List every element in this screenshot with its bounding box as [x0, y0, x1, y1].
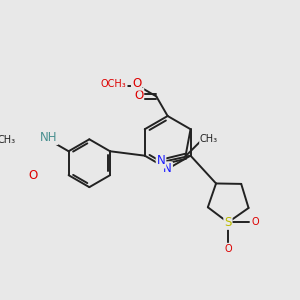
Text: O: O [134, 88, 143, 102]
Text: S: S [224, 216, 232, 229]
Text: O: O [224, 244, 232, 254]
Text: CH₃: CH₃ [200, 134, 218, 144]
Text: N: N [163, 162, 172, 176]
Text: OCH₃: OCH₃ [101, 80, 127, 89]
Text: N: N [157, 154, 165, 167]
Text: O: O [28, 169, 38, 182]
Text: O: O [251, 218, 259, 227]
Text: NH: NH [40, 131, 58, 144]
Text: O: O [132, 76, 141, 90]
Text: CH₃: CH₃ [0, 135, 15, 145]
